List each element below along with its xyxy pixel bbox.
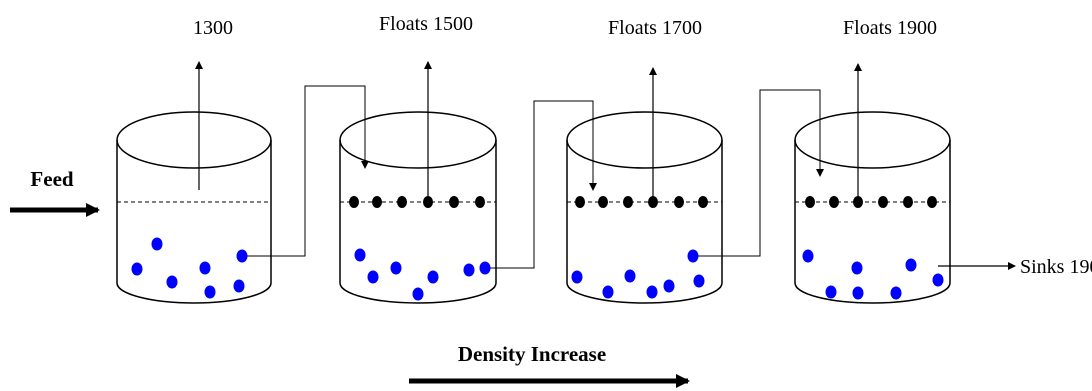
tank-1 <box>116 111 272 304</box>
sink-transfer-line-1-2 <box>242 85 369 257</box>
tank-4 <box>794 111 951 304</box>
outlet-label-tank-3: Floats 1700 <box>608 17 702 39</box>
tank-3 <box>566 111 723 304</box>
sink-particles-tank-4 <box>802 249 944 300</box>
float-particles-tank-4 <box>805 196 937 208</box>
outlet-label-tank-4: Floats 1900 <box>843 17 937 39</box>
feed-label: Feed <box>30 167 73 191</box>
density-increase-label: Density Increase <box>458 342 606 366</box>
sink-transfer-line-3-4 <box>693 89 824 257</box>
outlet-label-tank-2: Floats 1500 <box>379 13 473 35</box>
sink-particles-tank-2 <box>354 248 491 301</box>
tank-2 <box>339 111 497 304</box>
outlet-label-tank-1: 1300 <box>193 17 233 39</box>
sink-particles-tank-1 <box>131 237 248 299</box>
sinks-label: Sinks 1900 <box>1020 256 1092 278</box>
sink-transfer-line-2-3 <box>485 100 597 269</box>
sink-particles-tank-3 <box>571 249 705 299</box>
float-particles-tank-2 <box>349 196 485 208</box>
float-particles-tank-3 <box>575 196 708 208</box>
